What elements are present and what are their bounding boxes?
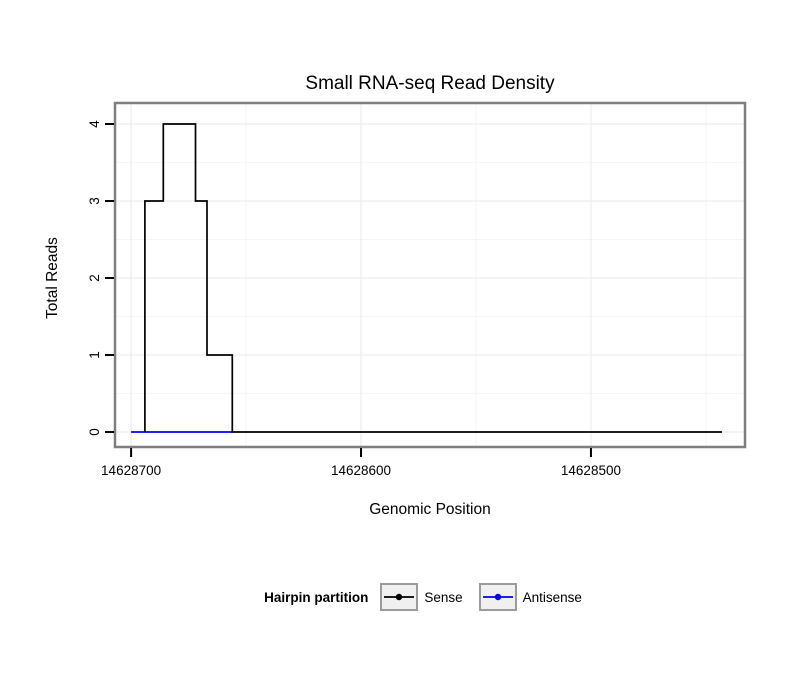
x-tick-label: 14628700 — [101, 463, 161, 478]
chart-title: Small RNA-seq Read Density — [305, 73, 555, 94]
y-tick-label: 4 — [87, 120, 102, 128]
series-lines — [131, 123, 722, 433]
y-tick-label: 3 — [87, 197, 102, 205]
legend-label-sense: Sense — [424, 589, 463, 605]
legend: Hairpin partition Sense Antisense — [26, 580, 810, 614]
y-axis-label: Total Reads — [44, 237, 61, 319]
legend-label-antisense: Antisense — [522, 589, 582, 605]
plot-panel — [115, 103, 745, 447]
legend-key-sense — [380, 583, 419, 611]
legend-key-glyph-icon — [482, 593, 513, 601]
y-tick-label: 2 — [87, 274, 102, 282]
legend-entries: Sense Antisense — [380, 583, 598, 611]
legend-point — [396, 593, 403, 601]
x-axis-label: Genomic Position — [369, 501, 490, 518]
panel-border — [113, 101, 747, 449]
legend-key-glyph-icon — [384, 593, 415, 601]
legend-point — [494, 593, 501, 601]
y-tick-label: 1 — [87, 351, 102, 359]
axis-ticks — [105, 123, 592, 457]
y-tick-label: 0 — [87, 428, 102, 436]
legend-title: Hairpin partition — [264, 589, 369, 605]
x-tick-label: 14628600 — [331, 463, 391, 478]
gridlines — [115, 103, 745, 447]
plot-svg: Small RNA-seq Read Density 14628700 14628… — [44, 73, 747, 518]
legend-key-antisense — [478, 583, 517, 611]
x-tick-label: 14628500 — [561, 463, 621, 478]
axis-tick-labels: 14628700 14628600 14628500 0 1 2 3 4 — [87, 120, 621, 478]
series-line-sense — [144, 123, 722, 433]
